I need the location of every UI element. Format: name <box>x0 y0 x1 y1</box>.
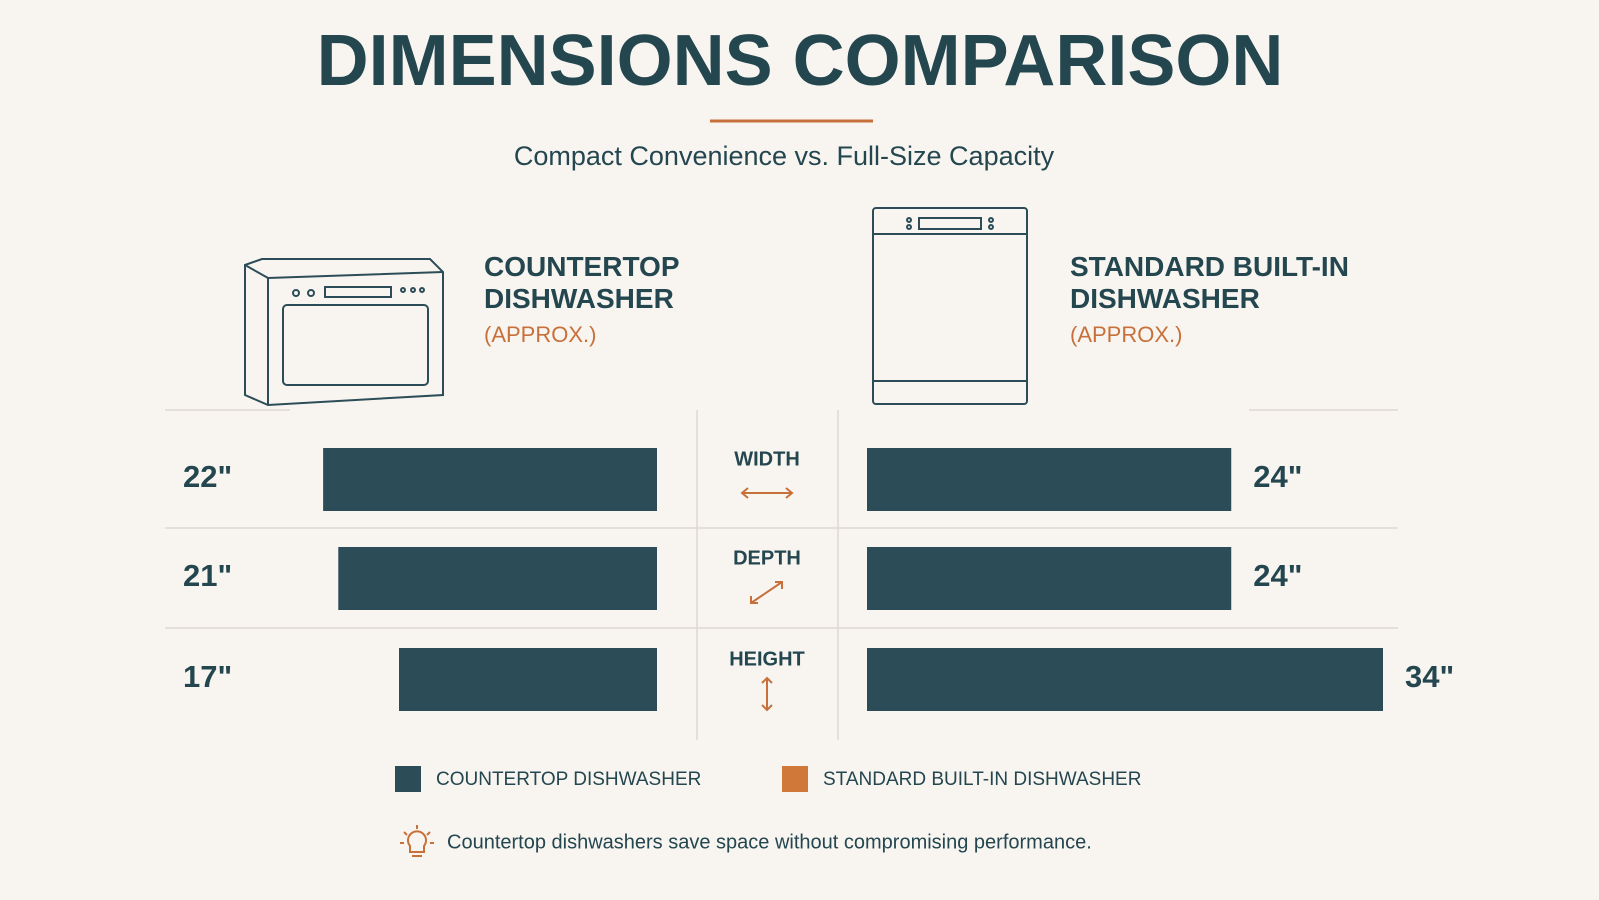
legend-label: STANDARD BUILT-IN DISHWASHER <box>823 769 1141 790</box>
bar <box>867 648 1383 711</box>
bar <box>338 547 657 610</box>
legend-label: COUNTERTOP DISHWASHER <box>436 769 701 790</box>
chart-title: DIMENSIONS COMPARISON <box>317 21 1284 101</box>
panel-heading: COUNTERTOP DISHWASHER <box>484 251 679 314</box>
value-label: 17" <box>183 659 232 694</box>
category-label: HEIGHT <box>729 648 805 670</box>
value-label: 21" <box>183 558 232 593</box>
value-label: 22" <box>183 459 232 494</box>
bar <box>323 448 657 511</box>
panel-note: (APPROX.) <box>484 322 597 347</box>
category-label: DEPTH <box>733 547 801 569</box>
value-label: 24" <box>1253 558 1302 593</box>
value-label: 24" <box>1253 459 1302 494</box>
subtitle: Compact Convenience vs. Full-Size Capaci… <box>514 141 1055 171</box>
footnote: Countertop dishwashers save space withou… <box>447 831 1092 853</box>
category-label: WIDTH <box>734 448 800 470</box>
countertop-icon <box>244 258 444 407</box>
bulb-icon <box>400 825 434 857</box>
panel-heading: STANDARD BUILT-IN DISHWASHER <box>1070 251 1349 314</box>
bar <box>867 547 1232 610</box>
table-lines <box>165 409 1398 740</box>
dimension-arrows <box>740 487 794 712</box>
value-label: 34" <box>1405 659 1454 694</box>
bar <box>399 648 657 711</box>
panel-note: (APPROX.) <box>1070 322 1183 347</box>
legend-swatch <box>782 766 808 792</box>
bar <box>867 448 1232 511</box>
legend-swatch <box>395 766 421 792</box>
builtin-icon <box>872 207 1028 405</box>
